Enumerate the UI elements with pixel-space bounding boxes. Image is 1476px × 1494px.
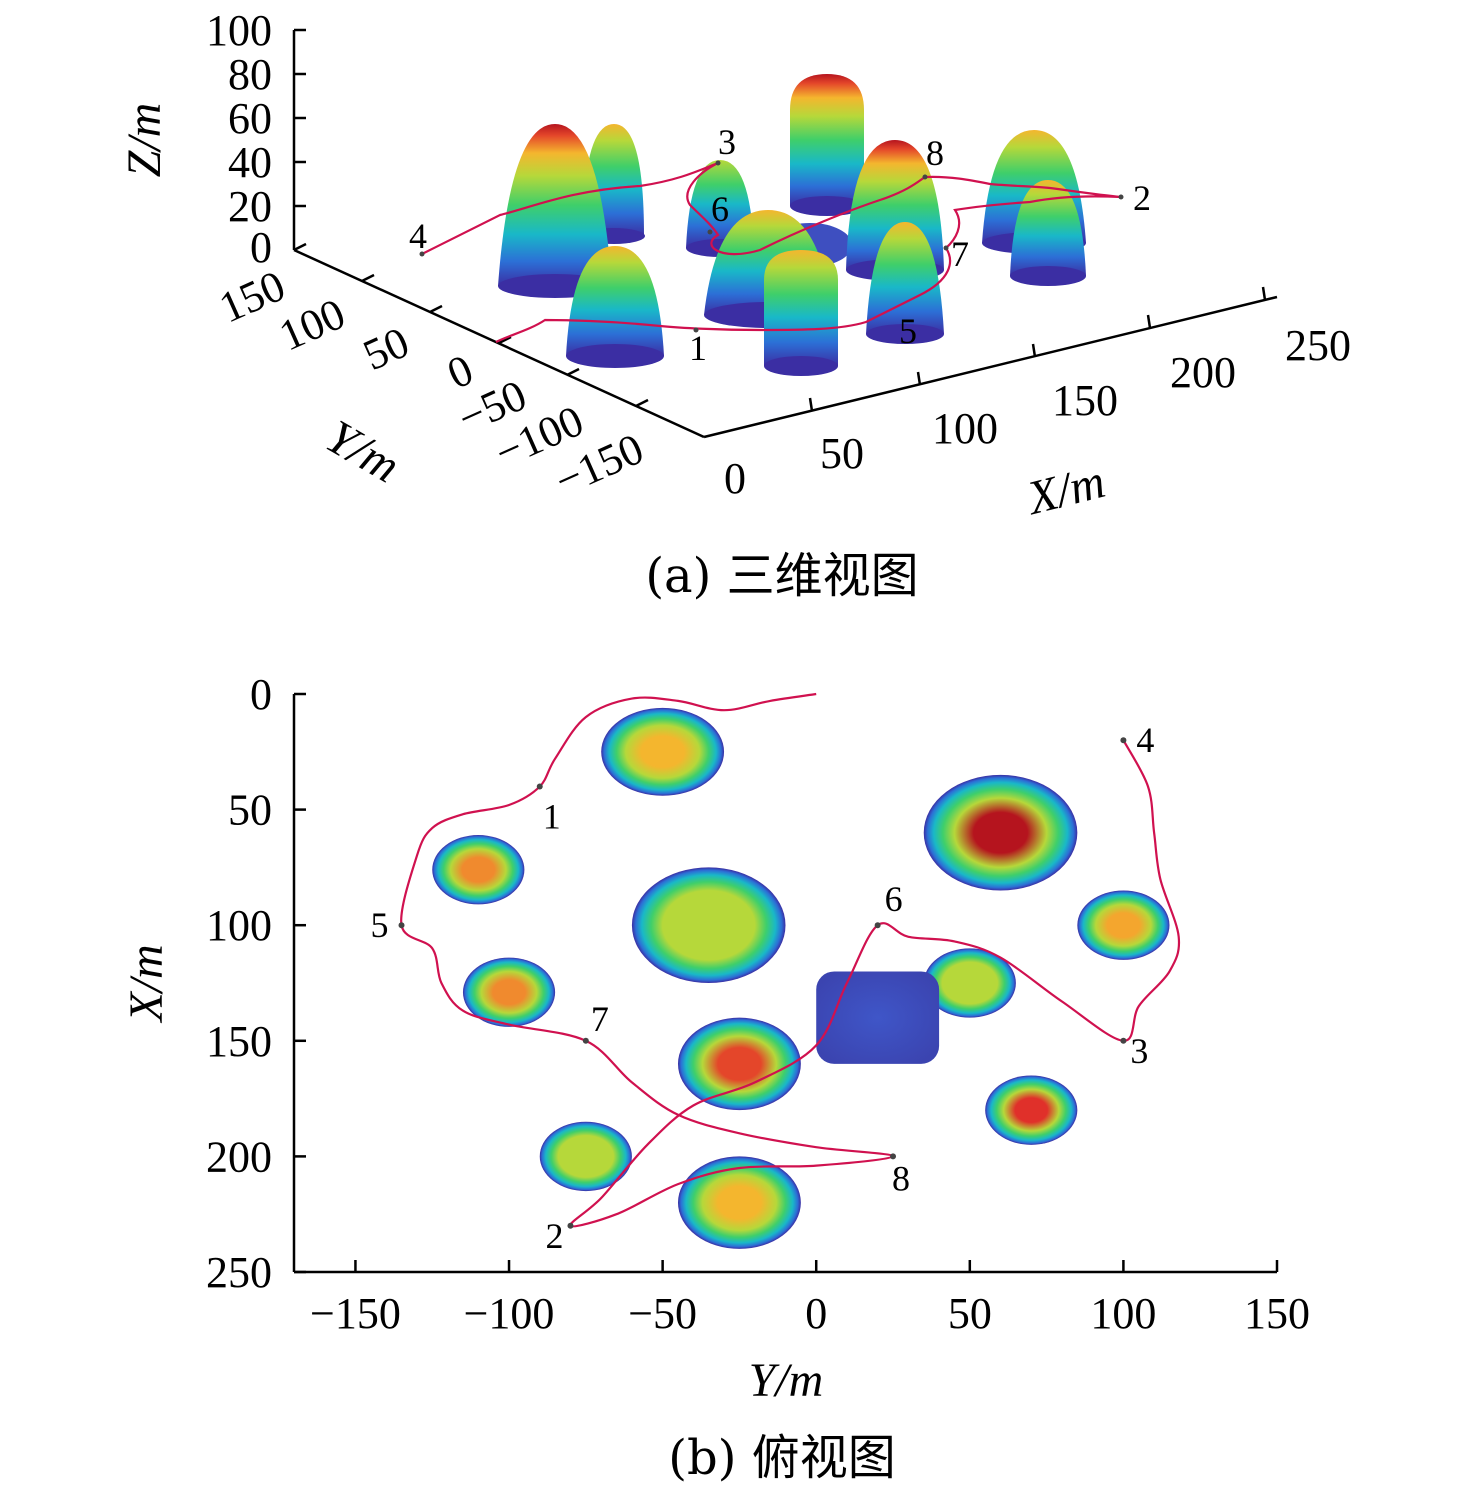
y-tick-label: 50 — [228, 786, 272, 835]
x-tick-label: 250 — [1285, 321, 1351, 370]
ticks-top-view: −150 −100 −50 0 50 100 150 0 50 100 150 200 250 — [206, 670, 1310, 1338]
waypoint-label: 7 — [591, 999, 609, 1039]
x-tick-label: 150 — [1244, 1289, 1310, 1338]
caption-a: (a) 三维视图 — [645, 548, 918, 604]
circular-obstacle — [985, 1075, 1078, 1145]
circular-obstacle — [923, 948, 1016, 1018]
waypoint-marker — [1120, 737, 1127, 744]
x-tick-label: 100 — [932, 404, 998, 453]
top-view-x-axis-title: Y/m — [749, 1354, 824, 1407]
circular-obstacle — [631, 867, 786, 983]
waypoint-marker — [567, 1222, 574, 1229]
z-tick-label: 80 — [228, 50, 272, 99]
waypoint-marker — [890, 1153, 897, 1160]
caption-b: (b) 俯视图 — [668, 1430, 895, 1486]
waypoint-label-3d: 1 — [689, 328, 707, 368]
waypoint-label: 2 — [545, 1216, 563, 1256]
y-axis-title: Y/m — [317, 410, 408, 493]
y-tick-label: 150 — [206, 1017, 272, 1066]
x-tick-label: 200 — [1170, 348, 1236, 397]
x-tick-label: 50 — [948, 1289, 992, 1338]
waypoint-label-3d: 4 — [409, 216, 427, 256]
circular-obstacle — [462, 957, 556, 1027]
x-axis-line — [703, 295, 1278, 439]
circular-obstacle — [539, 1121, 632, 1192]
z-axis-title: Z/m — [118, 103, 171, 178]
x-tick-label: −100 — [464, 1289, 555, 1338]
waypoint-marker — [582, 1037, 589, 1044]
circular-obstacle — [432, 835, 525, 905]
waypoints-top-view: 1 2 3 4 5 6 7 8 — [371, 720, 1155, 1256]
y-tick-label: 200 — [206, 1132, 272, 1181]
obstacles-top-view — [432, 707, 1170, 1249]
top-view-y-axis-title: X/m — [120, 944, 173, 1023]
y-tick-label: 250 — [206, 1248, 272, 1297]
x-tick-label: −50 — [628, 1289, 697, 1338]
waypoint-labels-3d: 1 2 3 4 5 6 7 8 — [409, 122, 1151, 368]
x-axis-title: X/m — [1020, 455, 1110, 526]
waypoint-label: 5 — [371, 905, 389, 945]
x-tick-label: 0 — [805, 1289, 827, 1338]
waypoint-label-3d: 3 — [718, 122, 736, 162]
x-tick-label: 50 — [820, 429, 864, 478]
z-tick-label: 20 — [228, 182, 272, 231]
chart-top-view: −150 −100 −50 0 50 100 150 0 50 100 150 200 250 1 2 3 4… — [120, 670, 1310, 1486]
waypoint-label: 4 — [1136, 720, 1154, 760]
y-tick-label: 0 — [250, 670, 272, 719]
waypoint-label: 8 — [892, 1158, 910, 1198]
flight-path-top-view — [400, 692, 1181, 1228]
x-tick-label: 0 — [724, 454, 746, 503]
circular-obstacle — [601, 707, 725, 796]
circular-obstacle — [923, 774, 1078, 891]
waypoint-marker — [398, 922, 405, 929]
x-tick-label: −150 — [310, 1289, 401, 1338]
obstacle-3d — [790, 74, 864, 216]
y-tick-label: 100 — [206, 901, 272, 950]
y-tick-label: 50 — [356, 317, 416, 380]
waypoint-label: 6 — [885, 879, 903, 919]
z-ticks: 100 80 60 40 20 0 — [206, 6, 306, 272]
x-tick-label: 150 — [1052, 376, 1118, 425]
chart-3d-view: 100 80 60 40 20 0 Z/m 150 100 50 0 −50 −… — [118, 6, 1351, 604]
waypoint-label-3d: 6 — [711, 189, 729, 229]
waypoint-label-3d: 2 — [1133, 178, 1151, 218]
waypoint-label: 3 — [1130, 1031, 1148, 1071]
z-tick-label: 100 — [206, 6, 272, 55]
waypoint-label-3d: 5 — [899, 311, 917, 351]
z-tick-label: 40 — [228, 138, 272, 187]
waypoint-marker — [536, 783, 543, 790]
z-tick-label: 60 — [228, 94, 272, 143]
obstacle-3d — [566, 246, 664, 368]
square-obstacle — [816, 971, 940, 1064]
waypoint-marker — [874, 922, 881, 929]
waypoint-label-3d: 7 — [951, 234, 969, 274]
waypoint-label: 1 — [543, 796, 561, 836]
waypoint-marker — [1120, 1037, 1127, 1044]
x-tick-label: 100 — [1090, 1289, 1156, 1338]
x-ticks: 0 50 100 150 200 250 — [724, 286, 1351, 503]
z-tick-label: 0 — [250, 223, 272, 272]
obstacle-3d — [866, 222, 944, 344]
circular-obstacle — [677, 1156, 801, 1249]
waypoint-label-3d: 8 — [926, 133, 944, 173]
circular-obstacle — [1077, 890, 1170, 960]
obstacle-3d — [764, 250, 838, 376]
obstacle-3d — [1010, 180, 1086, 286]
circular-obstacle — [677, 1017, 801, 1111]
